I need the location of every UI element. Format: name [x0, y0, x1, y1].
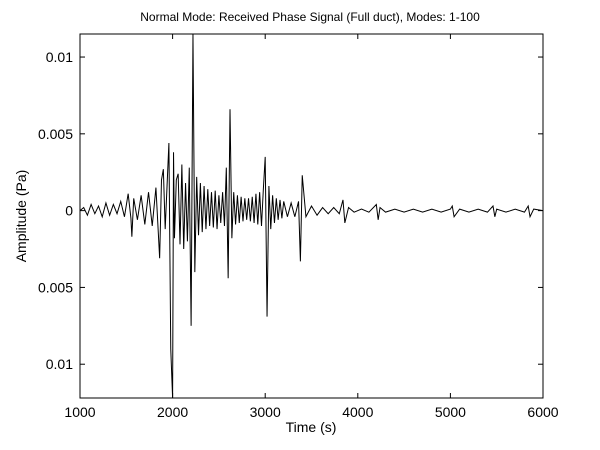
- chart-title: Normal Mode: Received Phase Signal (Full…: [140, 10, 480, 24]
- y-tick-label: 0.005: [38, 279, 73, 295]
- series-line-0: [79, 33, 544, 399]
- y-axis-label: Amplitude (Pa): [13, 170, 29, 263]
- y-tick-label: 0.005: [38, 126, 73, 142]
- x-tick-label: 6000: [527, 404, 558, 420]
- x-axis-ticks: 1000 2000 3000 4000 5000 6000: [64, 34, 559, 420]
- y-tick-label: 0.01: [46, 49, 73, 65]
- x-axis-label: Time (s): [286, 419, 337, 435]
- y-tick-label: 0: [65, 203, 73, 219]
- y-axis-ticks: 0.01 0.005 0 0.005 0.01: [38, 49, 543, 372]
- x-tick-label: 5000: [435, 404, 466, 420]
- x-tick-label: 2000: [157, 404, 188, 420]
- x-tick-label: 4000: [342, 404, 373, 420]
- x-tick-label: 3000: [250, 404, 281, 420]
- x-tick-label: 1000: [64, 404, 95, 420]
- series-layer: [79, 33, 544, 399]
- y-tick-label: 0.01: [46, 356, 73, 372]
- plot-frame: [79, 33, 544, 399]
